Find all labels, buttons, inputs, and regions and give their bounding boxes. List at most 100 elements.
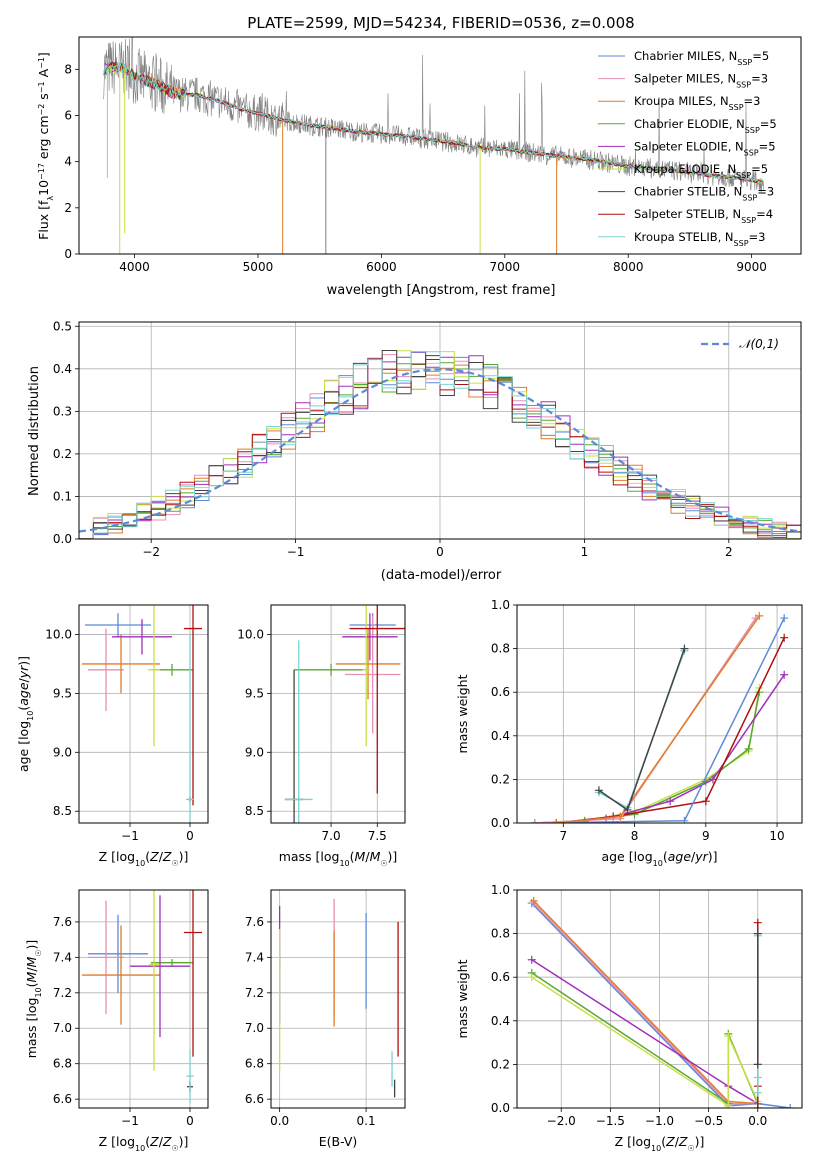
- weight-marker: [786, 1104, 795, 1108]
- y-tick-label: 0.0: [491, 1101, 510, 1115]
- y-axis-label: Normed distribution: [27, 366, 42, 496]
- y-tick-label: 6: [64, 108, 72, 122]
- weight-marker: [623, 805, 632, 814]
- weight-marker: [724, 1032, 733, 1041]
- z-weight-panel-plot: [527, 896, 795, 1108]
- axes-frame: [516, 604, 803, 824]
- y-axis-label-part: yr: [16, 665, 31, 679]
- x-tick-label: 9000: [736, 260, 767, 274]
- weight-marker: [753, 918, 762, 927]
- x-axis-label-part: /: [365, 849, 370, 864]
- x-tick-label: 8000: [613, 260, 644, 274]
- residual-panel: −2 −1 0 1 2 0.0 0.1 0.2 0.3 0.4 0.5 𝒩(0,1): [53, 319, 802, 559]
- weight-marker: [552, 819, 561, 823]
- y-axis-label-part: age: [16, 682, 31, 706]
- y-axis-label-part: )]: [16, 656, 31, 666]
- x-tick-label: 7000: [490, 260, 521, 274]
- x-tick-label: 4000: [119, 260, 150, 274]
- legend-entry-part: =3: [744, 94, 761, 108]
- legend-entry-part: =3: [749, 230, 766, 244]
- x-axis-label-part: (: [145, 849, 150, 864]
- x-tick-label: −1: [121, 1114, 139, 1128]
- weight-marker: [753, 929, 762, 938]
- axes-frame: [270, 604, 406, 824]
- legend-entry-part: SSP: [736, 80, 751, 89]
- model-spectrum-kroupa-stelib: [103, 62, 764, 184]
- x-tick-label: 0.0: [270, 1114, 289, 1128]
- y-axis-label-part: −1: [37, 57, 46, 69]
- x-axis-label-part: (: [145, 1134, 150, 1149]
- gaussian-curve: [79, 368, 801, 533]
- y-tick-label: 6.6: [53, 1092, 72, 1106]
- x-axis-label-part: Z: [162, 849, 172, 864]
- y-axis-label-part: (: [16, 706, 31, 711]
- y-tick-label: 10.0: [237, 627, 264, 641]
- x-axis-label-part: ☉: [380, 859, 387, 868]
- legend-entry: Salpeter MILES, NSSP=3: [634, 72, 768, 90]
- y-tick-label: 8.5: [245, 804, 264, 818]
- weight-marker: [701, 797, 710, 806]
- y-tick-label: 0.2: [53, 447, 72, 461]
- weight-marker: [780, 633, 789, 642]
- axes-frame: [78, 36, 802, 255]
- y-tick-label: 7.0: [245, 1021, 264, 1035]
- y-axis-label: age [log10(age/yr)]: [16, 656, 35, 772]
- weight-marker: [753, 1060, 762, 1069]
- y-tick-label: 7.2: [245, 986, 264, 1000]
- x-axis-label: Z [log10(Z/Z☉)]: [615, 1134, 705, 1153]
- axes-frame: [78, 604, 209, 824]
- legend-entry-part: SSP: [745, 125, 760, 134]
- x-tick-label: 7: [559, 829, 567, 843]
- x-axis-label-part: Z: [149, 849, 159, 864]
- x-tick-label: 0: [436, 545, 444, 559]
- x-tick-label: 10: [769, 829, 784, 843]
- y-tick-label: 0.6: [491, 970, 510, 984]
- x-axis-label: mass [log10(M/M☉)]: [279, 849, 398, 868]
- y-axis-label-part: erg cm: [36, 116, 51, 164]
- x-tick-label: 2: [725, 545, 733, 559]
- x-axis-label-part: )]: [695, 1134, 705, 1149]
- legend-entry-part: Kroupa ELODIE, N: [634, 162, 736, 176]
- spectrum-panel: 4000 5000 6000 7000 8000 9000 0 2 4 6 8 Chabrier MI…: [64, 36, 802, 274]
- x-tick-label: 9: [702, 829, 710, 843]
- weight-marker: [616, 812, 625, 821]
- weight-marker: [594, 786, 603, 795]
- y-tick-label: 1.0: [491, 598, 510, 612]
- legend-entry-part: SSP: [742, 193, 757, 202]
- y-tick-label: 0.2: [491, 772, 510, 786]
- y-axis-label-part: mass weight: [455, 959, 470, 1038]
- y-axis-label-part: age [log: [16, 721, 31, 772]
- legend-entry: Chabrier STELIB, NSSP=3: [634, 185, 774, 203]
- residual-histogram-kroupa-stelib: [79, 351, 801, 539]
- y-tick-label: 9.0: [245, 745, 264, 759]
- weight-line-kroupa-stelib: [598, 650, 686, 809]
- y-axis-label-part: Normed distribution: [27, 366, 42, 496]
- x-axis-label-part: 10: [653, 859, 663, 868]
- y-tick-label: 0.0: [53, 532, 72, 546]
- y-axis-label-part: mass weight: [455, 674, 470, 753]
- x-axis-label-part: Z: [665, 1134, 675, 1149]
- x-axis-label-part: )]: [179, 849, 189, 864]
- age-weight-panel-plot: [530, 611, 789, 823]
- y-axis-label-part: 10: [36, 180, 51, 196]
- weight-line-salpeter-elodie: [531, 959, 759, 1105]
- x-axis-label: (data-model)/error: [381, 568, 502, 583]
- x-tick-label: 0.0: [748, 1114, 767, 1128]
- y-tick-label: 9.5: [245, 686, 264, 700]
- x-axis-label-part: ☉: [687, 1144, 694, 1153]
- y-tick-label: 7.4: [245, 950, 264, 964]
- y-tick-label: 0.8: [491, 927, 510, 941]
- weight-line-salpeter-elodie: [605, 674, 785, 820]
- z-mass-panel-plot: [82, 890, 202, 1103]
- y-tick-label: 7.4: [53, 950, 72, 964]
- y-tick-label: 0.5: [53, 319, 72, 333]
- y-tick-label: 7.6: [53, 915, 72, 929]
- mass-age-panel-plot: [284, 605, 405, 823]
- y-axis-label-part: 10: [34, 987, 43, 997]
- legend-entry-part: Chabrier ELODIE, N: [634, 117, 745, 131]
- legend-entry-part: SSP: [737, 58, 752, 67]
- legend-entry-part: =5: [752, 49, 769, 63]
- y-tick-label: 7.2: [53, 986, 72, 1000]
- y-tick-label: 7.0: [53, 1021, 72, 1035]
- x-tick-label: 0: [186, 1114, 194, 1128]
